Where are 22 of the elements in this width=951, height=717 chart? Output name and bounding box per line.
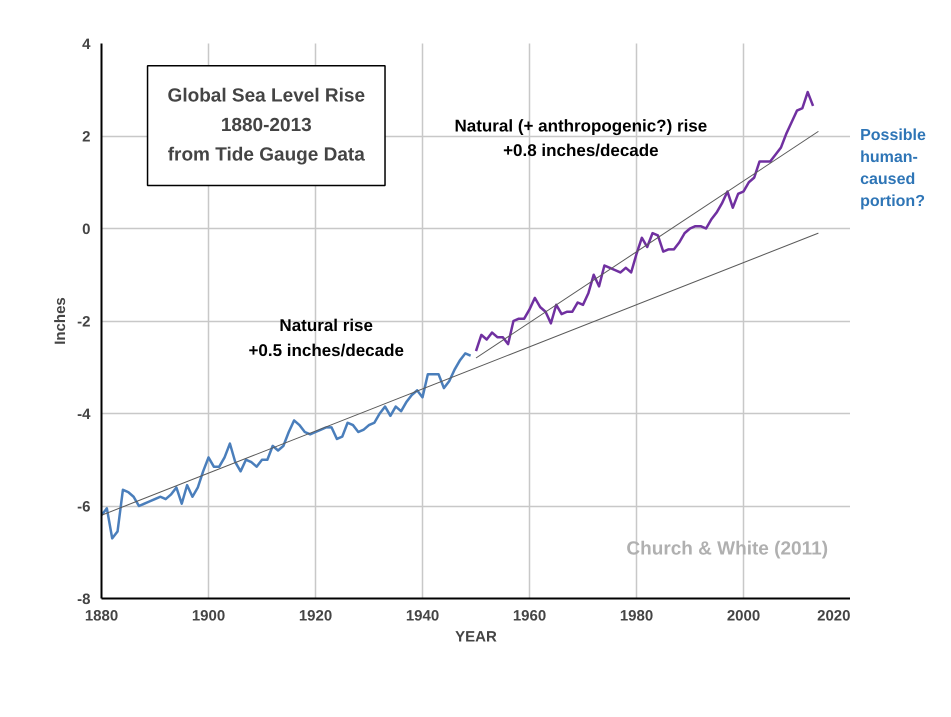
x-tick-label: 1880 bbox=[84, 608, 118, 624]
y-tick-label: 4 bbox=[82, 36, 92, 53]
x-tick-label: 2000 bbox=[726, 608, 760, 624]
y-tick-label: 2 bbox=[82, 128, 90, 146]
x-tick-label: 1980 bbox=[620, 608, 654, 624]
annotation: Natural rise +0.5 inches/decade bbox=[248, 316, 404, 360]
x-tick-label: 2020 bbox=[817, 608, 851, 624]
text: Possible human- caused portion? bbox=[860, 126, 926, 210]
annotation: Church & White (2011) bbox=[626, 538, 828, 560]
x-tick-label: 1920 bbox=[298, 608, 332, 624]
y-tick-label: -2 bbox=[77, 314, 91, 330]
y-tick-label: -8 bbox=[77, 591, 91, 608]
y-axis-title: Inches bbox=[52, 297, 70, 345]
x-tick-label: 1960 bbox=[512, 608, 546, 624]
annotation: Natural (+ anthropogenic?) rise +0.8 inches/decade bbox=[454, 116, 708, 160]
y-tick-label: -4 bbox=[77, 406, 92, 423]
y-tick-label: -6 bbox=[77, 498, 91, 516]
y-tick-label: 0 bbox=[82, 221, 90, 238]
x-axis-title: YEAR bbox=[455, 628, 498, 646]
text: Global Sea Level Rise 1880-2013 from Tide Gauge Data bbox=[168, 86, 366, 166]
x-tick-label: 1940 bbox=[406, 608, 440, 624]
x-tick-label: 1900 bbox=[192, 608, 226, 624]
